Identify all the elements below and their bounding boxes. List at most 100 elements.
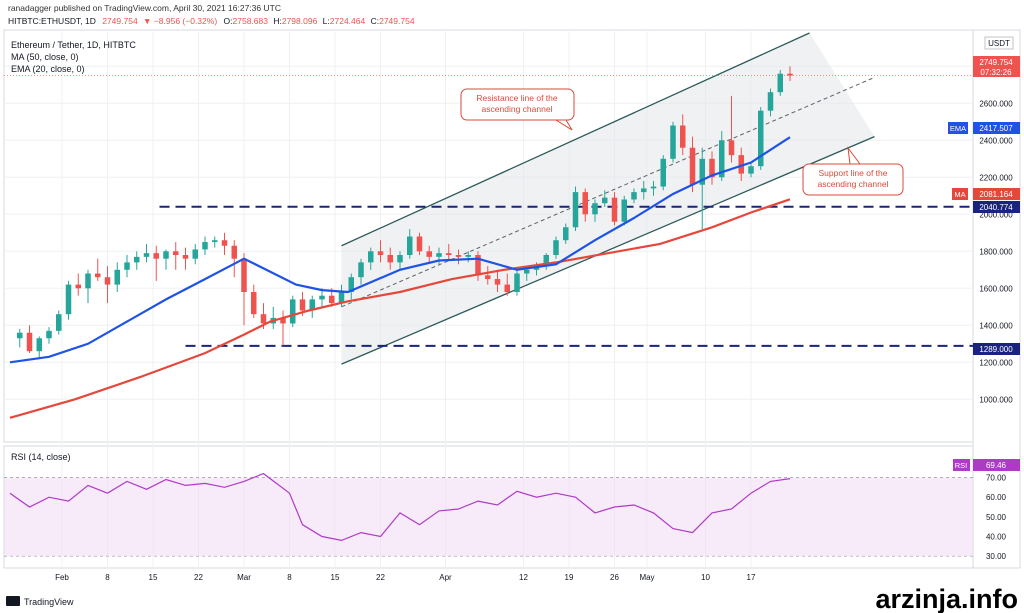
resistance-line — [341, 32, 810, 247]
candle-down — [387, 255, 393, 263]
time-tick-label: 15 — [149, 573, 158, 582]
rsi-badge-label: RSI — [955, 461, 968, 470]
candle-down — [251, 292, 257, 315]
candle-down — [689, 147, 696, 185]
currency-box — [984, 36, 1014, 50]
candle-up — [572, 192, 579, 228]
candle-up — [368, 251, 374, 263]
support-callout-pointer — [847, 146, 861, 165]
ema-badge: EMA 2417.507 — [948, 122, 1020, 134]
tradingview-logo-icon — [6, 596, 20, 606]
candle-up — [660, 158, 666, 187]
time-tick-label: Feb — [55, 573, 69, 582]
time-tick-label: 8 — [287, 573, 292, 582]
time-tick-label: 12 — [519, 573, 528, 582]
support-line — [341, 136, 875, 365]
watermark: arzinja.info — [875, 584, 1018, 613]
candle-up — [134, 256, 140, 263]
candle-down — [182, 255, 189, 259]
price-axis — [972, 29, 1021, 569]
candle-up — [748, 166, 754, 174]
candle-up — [338, 292, 345, 304]
candle-down — [709, 158, 715, 178]
rsi-badge-tag — [953, 459, 970, 471]
rsi-badge-value: 69.46 — [986, 461, 1007, 470]
moving-average-lines — [9, 136, 791, 419]
close-label: C: — [371, 16, 380, 26]
candle-up — [699, 158, 705, 185]
candle-down — [221, 240, 228, 246]
candle-up — [290, 299, 296, 324]
tradingview-brand: TradingView — [24, 597, 74, 607]
price-badge: 2749.754 07:32:26 — [973, 56, 1020, 77]
price-badge-bg — [973, 56, 1020, 77]
candle-down — [329, 295, 335, 304]
candle-down — [104, 277, 111, 285]
candle-down — [455, 255, 462, 257]
candle-up — [641, 188, 647, 193]
chart-title: Ethereum / Tether, 1D, HITBTC — [11, 40, 136, 50]
ema-legend: EMA (20, close, 0) — [11, 64, 85, 74]
candle-down — [416, 236, 423, 252]
candle-down — [475, 255, 481, 276]
candle-up — [65, 284, 72, 315]
candle-down — [728, 140, 735, 156]
price-tick-label: 1600.000 — [979, 284, 1013, 293]
candle-up — [397, 255, 403, 263]
last-price: 2749.754 — [102, 16, 138, 26]
ma-badge-tag — [952, 188, 968, 200]
candle-up — [719, 140, 725, 178]
candle-down — [95, 273, 101, 278]
price-badge-countdown: 07:32:26 — [980, 68, 1012, 77]
high-value: 2798.096 — [282, 16, 318, 26]
candle-up — [46, 330, 52, 339]
rsi-line — [9, 472, 791, 542]
time-tick-label: Mar — [237, 573, 251, 582]
candle-up — [348, 277, 354, 292]
resistance-annotation: Resistance line of the ascending channel — [460, 88, 575, 131]
rsi-tick-label: 50.00 — [986, 513, 1007, 522]
candle-up — [85, 273, 91, 289]
resistance-callout-pointer — [554, 119, 573, 131]
candle-up — [524, 269, 530, 274]
candle-down — [611, 197, 618, 222]
candle-down — [446, 253, 452, 255]
candle-up — [202, 242, 208, 250]
ma50-line — [9, 198, 791, 419]
candle-up — [767, 92, 774, 111]
level-low-badge: 1289.000 — [973, 343, 1020, 355]
candle-up — [17, 332, 23, 339]
resistance-callout — [460, 88, 575, 121]
symbol-label: HITBTC:ETHUSDT, 1D — [8, 16, 96, 26]
rsi-badge: RSI 69.46 — [953, 459, 1020, 471]
candle-down — [582, 192, 588, 215]
time-tick-label: 10 — [701, 573, 710, 582]
channel-fill — [341, 33, 875, 365]
time-tick-label: 22 — [194, 573, 203, 582]
price-tick-label: 2400.000 — [979, 136, 1013, 145]
candle-down — [504, 284, 510, 292]
candle-up — [436, 253, 442, 257]
candle-up — [358, 262, 364, 278]
candle-up — [602, 197, 608, 204]
rsi-tick-label: 70.00 — [986, 474, 1007, 483]
ascending-channel — [341, 32, 875, 365]
low-value: 2724.464 — [330, 16, 366, 26]
candle-up — [407, 236, 413, 255]
channel-midline — [341, 76, 875, 308]
open-label: O: — [224, 16, 233, 26]
price-tick-label: 1800.000 — [979, 247, 1013, 256]
level-high-badge-value: 2040.774 — [979, 203, 1013, 212]
candle-up — [543, 255, 549, 267]
candle-down — [426, 251, 432, 257]
candle-up — [631, 192, 637, 200]
candle-up — [114, 269, 120, 285]
candle-down — [260, 314, 267, 324]
time-tick-label: 22 — [376, 573, 385, 582]
price-badge-value: 2749.754 — [979, 58, 1013, 67]
candle-down — [680, 125, 686, 148]
rsi-tick-label: 60.00 — [986, 493, 1007, 502]
time-tick-label: 17 — [747, 573, 756, 582]
level-low-badge-bg — [973, 343, 1020, 355]
